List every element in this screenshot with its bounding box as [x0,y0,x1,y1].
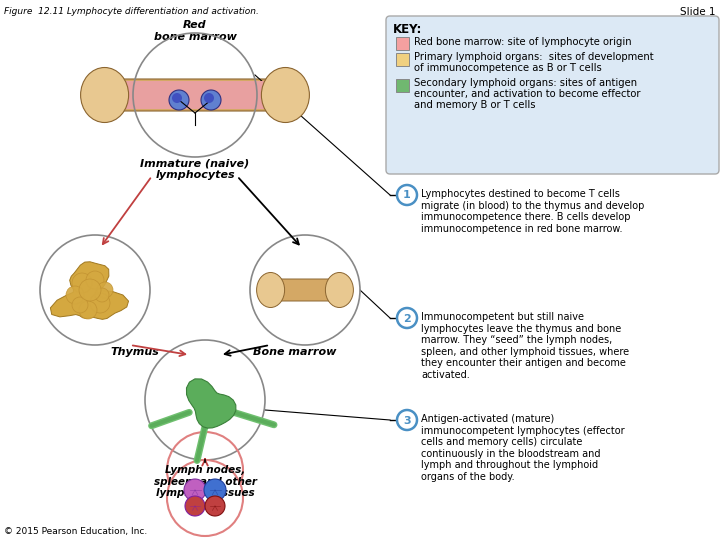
Text: Thymus: Thymus [110,347,159,357]
Circle shape [97,282,113,298]
Circle shape [72,297,88,313]
Text: Lymph nodes,
spleen, and other
lymphoid tissues: Lymph nodes, spleen, and other lymphoid … [153,465,256,498]
FancyBboxPatch shape [109,81,282,109]
Text: and memory B or T cells: and memory B or T cells [414,99,536,110]
Circle shape [79,279,101,301]
FancyBboxPatch shape [264,279,346,301]
Circle shape [90,293,110,313]
Text: Red
bone marrow: Red bone marrow [153,20,236,42]
Text: of immunocompetence as B or T cells: of immunocompetence as B or T cells [414,63,602,73]
Circle shape [397,410,417,430]
Ellipse shape [261,68,310,123]
Text: KEY:: KEY: [393,23,423,36]
Circle shape [204,93,214,103]
Circle shape [167,460,243,536]
Text: Figure  12.11 Lymphocyte differentiation and activation.: Figure 12.11 Lymphocyte differentiation … [4,7,259,16]
FancyBboxPatch shape [396,37,409,50]
Circle shape [250,235,360,345]
Circle shape [145,340,265,460]
FancyBboxPatch shape [396,78,409,91]
Text: Red bone marrow: site of lymphocyte origin: Red bone marrow: site of lymphocyte orig… [414,37,631,47]
FancyBboxPatch shape [94,79,296,111]
Text: Lymphocytes destined to become T cells
migrate (in blood) to the thymus and deve: Lymphocytes destined to become T cells m… [421,189,644,234]
Text: Slide 1: Slide 1 [680,7,716,17]
Circle shape [172,93,182,103]
Circle shape [397,308,417,328]
Polygon shape [186,379,236,428]
Circle shape [184,479,206,501]
Circle shape [205,496,225,516]
Text: Primary lymphoid organs:  sites of development: Primary lymphoid organs: sites of develo… [414,52,654,63]
Circle shape [201,90,221,110]
Text: Bone marrow: Bone marrow [253,347,337,357]
Text: Secondary lymphoid organs: sites of antigen: Secondary lymphoid organs: sites of anti… [414,78,637,89]
Circle shape [185,496,205,516]
Text: © 2015 Pearson Education, Inc.: © 2015 Pearson Education, Inc. [4,527,148,536]
Circle shape [95,288,109,302]
Text: Antigen-activated (mature)
immunocompetent lymphocytes (effector
cells and memor: Antigen-activated (mature) immunocompete… [421,414,625,482]
Circle shape [169,90,189,110]
Ellipse shape [256,273,284,307]
Circle shape [397,185,417,205]
FancyBboxPatch shape [386,16,719,174]
Polygon shape [50,262,129,319]
Text: encounter, and activation to become effector: encounter, and activation to become effe… [414,89,641,99]
Ellipse shape [325,273,354,307]
Circle shape [204,479,226,501]
Text: 3: 3 [403,415,411,426]
Text: 1: 1 [403,191,411,200]
Circle shape [72,273,92,293]
Ellipse shape [81,68,129,123]
Text: 2: 2 [403,314,411,323]
Text: Immature (naive)
lymphocytes: Immature (naive) lymphocytes [140,158,250,180]
Text: Immunocompetent but still naive
lymphocytes leave the thymus and bone
marrow. Th: Immunocompetent but still naive lymphocy… [421,312,629,380]
Circle shape [79,301,97,319]
FancyBboxPatch shape [396,52,409,65]
Circle shape [86,271,104,289]
Circle shape [40,235,150,345]
Circle shape [66,286,84,304]
